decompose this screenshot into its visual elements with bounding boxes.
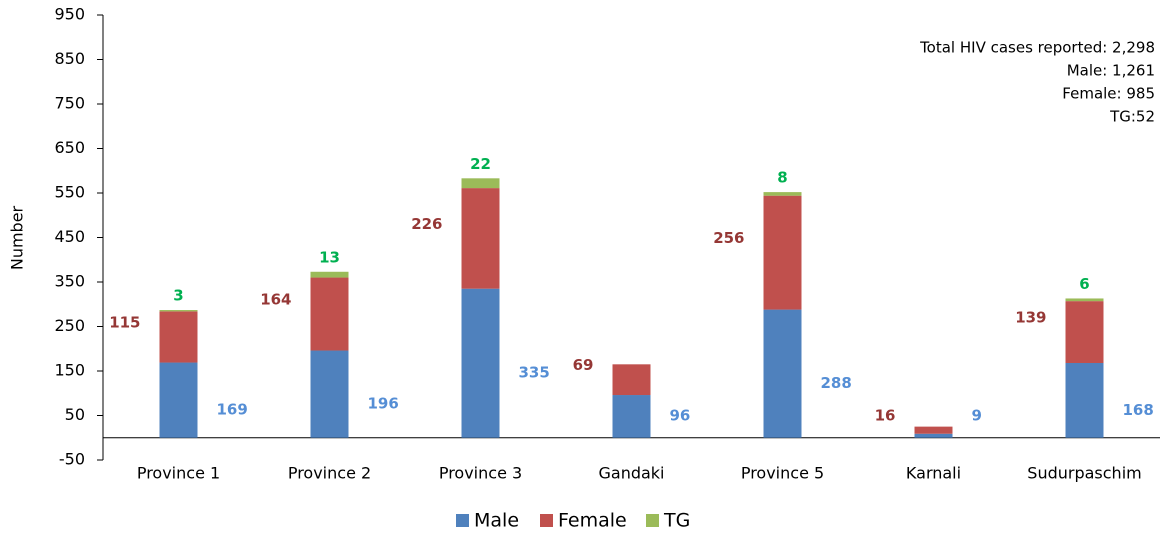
- x-tick-label: Province 3: [439, 464, 522, 483]
- bar-segment: [763, 309, 802, 438]
- legend-label: Female: [558, 510, 627, 532]
- legend-swatch: [456, 514, 469, 527]
- data-label: 69: [573, 356, 594, 374]
- legend-label: TG: [663, 510, 690, 532]
- data-label: 196: [368, 395, 399, 413]
- y-tick-label: 750: [54, 94, 85, 113]
- bar-segment: [461, 178, 500, 189]
- bar-segment: [612, 395, 651, 438]
- data-label: 22: [470, 155, 491, 173]
- x-tick-label: Karnali: [906, 464, 961, 483]
- bar-segment: [310, 277, 349, 351]
- data-label: 96: [670, 406, 691, 424]
- x-tick-label: Province 2: [288, 464, 371, 483]
- bar-segment: [763, 192, 802, 196]
- y-tick-label: 550: [54, 183, 85, 202]
- data-label: 169: [217, 401, 248, 419]
- data-label: 164: [260, 291, 291, 309]
- bar-segment: [914, 426, 953, 434]
- data-label: 288: [821, 374, 852, 392]
- y-tick-label: 850: [54, 49, 85, 68]
- x-tick-label: Province 1: [137, 464, 220, 483]
- bar-segment: [159, 310, 198, 312]
- bar-segment: [159, 362, 198, 438]
- y-tick-label: 50: [65, 405, 85, 424]
- data-label: 115: [109, 313, 140, 331]
- data-label: 226: [411, 215, 442, 233]
- annotation: Female: 985: [1062, 85, 1155, 103]
- data-label: 16: [875, 407, 896, 425]
- y-tick-label: -50: [59, 450, 85, 469]
- legend-swatch: [646, 514, 659, 527]
- annotation: TG:52: [1109, 108, 1155, 126]
- legend-label: Male: [474, 510, 519, 532]
- data-label: 335: [519, 364, 550, 382]
- annotation: Male: 1,261: [1067, 62, 1155, 80]
- data-label: 13: [319, 248, 340, 266]
- y-tick-label: 650: [54, 138, 85, 157]
- data-label: 3: [173, 287, 183, 305]
- data-label: 6: [1079, 275, 1089, 293]
- y-tick-label: 450: [54, 227, 85, 246]
- bar-segment: [461, 188, 500, 289]
- bar-segment: [310, 350, 349, 438]
- x-tick-label: Sudurpaschim: [1027, 464, 1141, 483]
- bar-segment: [914, 433, 953, 438]
- data-label: 9: [972, 406, 982, 424]
- data-label: 139: [1015, 309, 1046, 327]
- x-tick-label: Province 5: [741, 464, 824, 483]
- bar-segment: [1065, 301, 1104, 363]
- legend-swatch: [540, 514, 553, 527]
- y-tick-label: 350: [54, 272, 85, 291]
- data-label: 256: [713, 229, 744, 247]
- y-tick-label: 150: [54, 361, 85, 380]
- bar-segment: [159, 311, 198, 363]
- bar-segment: [612, 364, 651, 396]
- annotation: Total HIV cases reported: 2,298: [919, 39, 1155, 57]
- bar-segment: [1065, 298, 1104, 302]
- x-tick-label: Gandaki: [598, 464, 664, 483]
- y-tick-label: 950: [54, 5, 85, 24]
- data-label: 168: [1123, 401, 1154, 419]
- data-label: 8: [777, 169, 787, 187]
- bar-segment: [1065, 362, 1104, 438]
- y-tick-label: 250: [54, 316, 85, 335]
- bar-segment: [310, 271, 349, 278]
- bar-segment: [763, 195, 802, 310]
- y-axis-label: Number: [8, 205, 27, 270]
- bar-segment: [461, 288, 500, 438]
